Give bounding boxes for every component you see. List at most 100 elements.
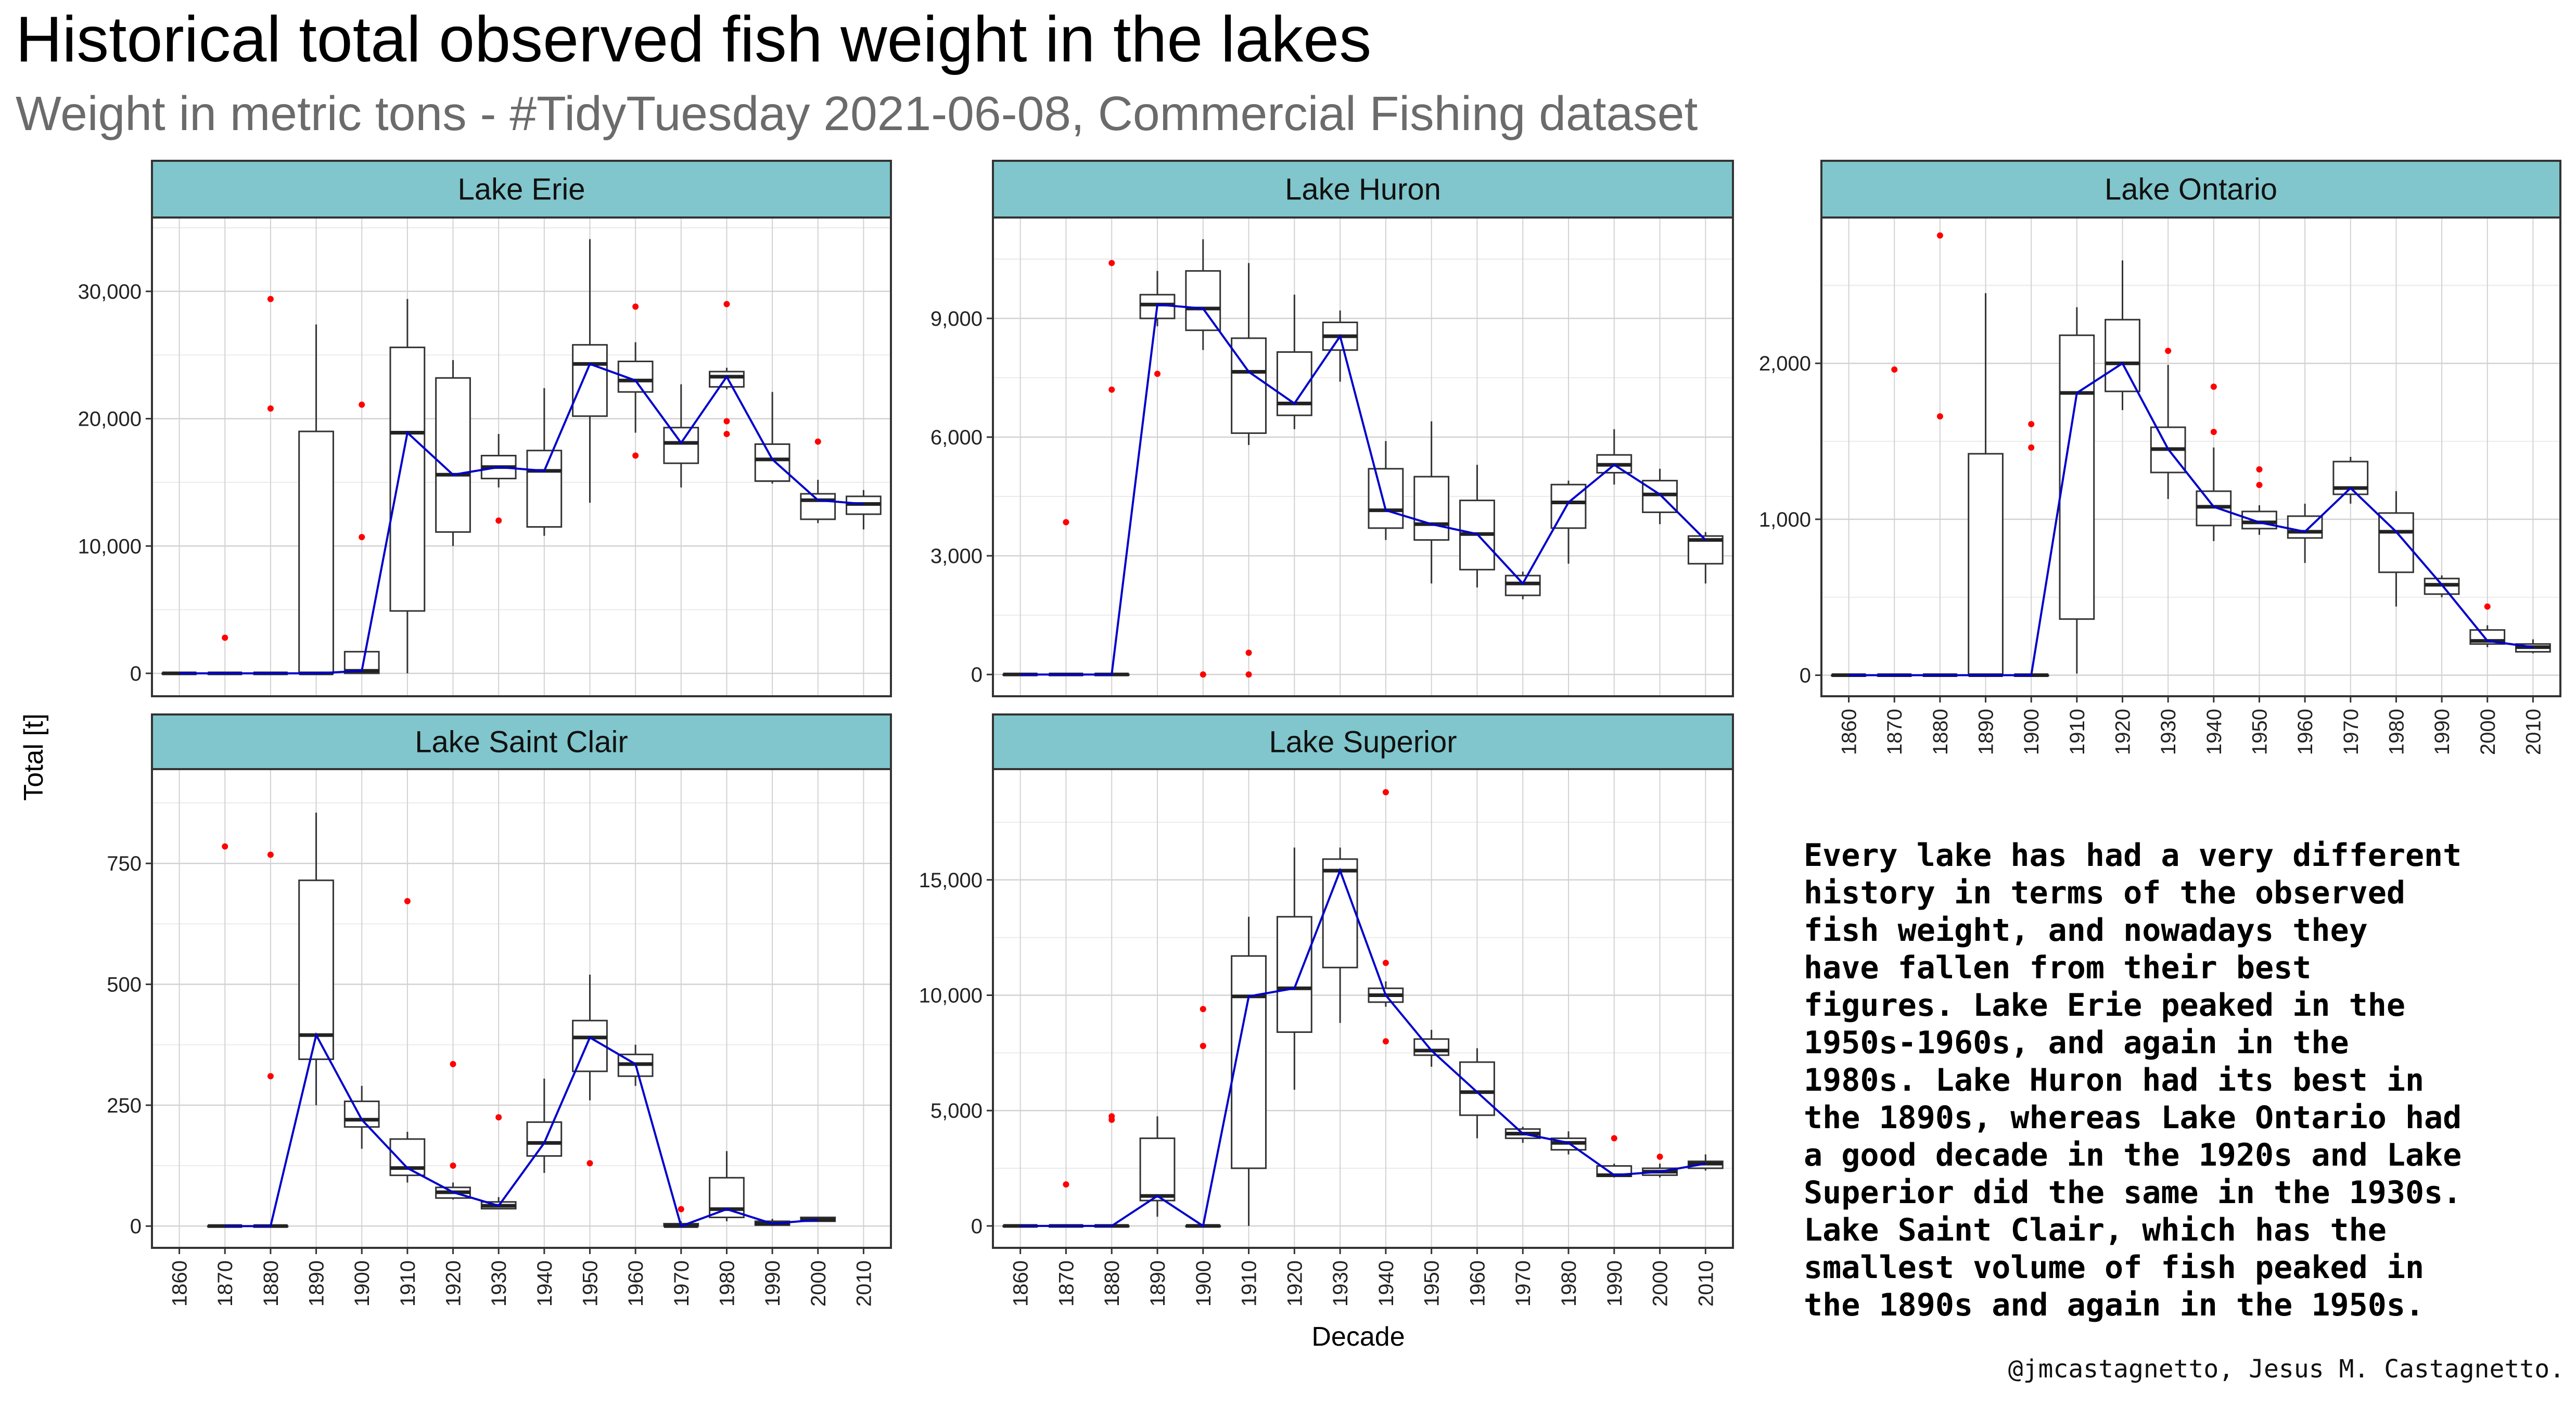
- y-tick-label: 10,000: [78, 535, 142, 558]
- y-tick-label: 20,000: [78, 408, 142, 431]
- y-tick-label: 5,000: [930, 1100, 983, 1122]
- box-2010: [1687, 1154, 1724, 1171]
- box-1910: [1231, 263, 1267, 678]
- outlier-point: [1200, 1006, 1206, 1013]
- box-iqr: [1276, 351, 1312, 416]
- box-1990: [754, 392, 790, 484]
- facet-strip: [151, 160, 892, 219]
- box-iqr: [800, 493, 836, 520]
- outlier-point: [267, 851, 274, 858]
- outlier-point: [222, 634, 228, 641]
- box-1920: [435, 360, 471, 546]
- outlier-point: [2028, 421, 2035, 428]
- panel-lake-erie: Lake Erie 0 10,000 20,000 30,000: [78, 160, 892, 697]
- box-1970: [1504, 571, 1541, 599]
- outlier-point: [1200, 1043, 1206, 1050]
- box-iqr: [435, 377, 471, 533]
- x-tick-label: 1960: [1466, 1260, 1489, 1307]
- box-iqr: [389, 347, 426, 612]
- outlier-point: [723, 418, 730, 425]
- outlier-point: [495, 1114, 502, 1121]
- outlier-point: [2256, 466, 2263, 472]
- panel-border: [151, 216, 892, 697]
- box-2010: [846, 490, 882, 530]
- y-tick-label: 3,000: [930, 545, 983, 568]
- y-tick-label: 9,000: [930, 308, 983, 330]
- x-tick-label: 1980: [716, 1260, 738, 1307]
- box-iqr: [1413, 1038, 1450, 1056]
- panel-border: [992, 216, 1734, 697]
- box-iqr: [298, 879, 334, 1061]
- x-tick-label: 1880: [1929, 709, 1952, 755]
- box-1920: [1276, 847, 1312, 1090]
- panel-border: [1820, 216, 2561, 697]
- outlier-point: [1063, 519, 1069, 526]
- x-tick-label: 1870: [1055, 1260, 1078, 1307]
- box-iqr: [2378, 512, 2414, 573]
- box-iqr: [526, 1121, 563, 1157]
- outlier-point: [632, 452, 639, 459]
- box-iqr: [343, 1100, 380, 1128]
- outlier-point: [1154, 371, 1161, 377]
- box-iqr: [663, 427, 699, 464]
- median-trend-line: [1848, 362, 2533, 676]
- box-1980: [2378, 491, 2414, 607]
- outlier-point: [495, 517, 502, 524]
- x-tick-label: 1960: [2294, 709, 2317, 755]
- box-iqr: [1185, 270, 1221, 331]
- box-1980: [709, 1151, 745, 1221]
- box-iqr: [1368, 468, 1404, 529]
- x-tick-label: 2000: [807, 1260, 830, 1307]
- panel-border: [151, 768, 892, 1249]
- x-tick-label: 1900: [1192, 1260, 1215, 1307]
- outlier-point: [267, 405, 274, 412]
- outlier-point: [1936, 413, 1943, 420]
- outlier-point: [1063, 1181, 1069, 1188]
- box-iqr: [1968, 453, 2004, 676]
- x-tick-label: 1870: [1883, 709, 1906, 755]
- box-1910: [389, 299, 426, 673]
- y-axis-title: Total [t]: [19, 713, 49, 801]
- x-tick-label: 1920: [442, 1260, 465, 1307]
- x-tick-label: 2010: [852, 1260, 875, 1307]
- box-iqr: [526, 450, 563, 528]
- facet-strip: [992, 160, 1734, 219]
- box-1950: [572, 239, 608, 503]
- x-tick-label: 1980: [1558, 1260, 1580, 1307]
- x-tick-label: 1950: [1421, 1260, 1444, 1307]
- y-tick-label: 0: [971, 1215, 983, 1238]
- box-1920: [1276, 295, 1312, 429]
- facet-panels: Lake Erie 0 10,000 20,000 30,000 Lake Huron 0 3…: [78, 160, 2561, 1307]
- x-tick-label: 1880: [1101, 1260, 1124, 1307]
- outlier-point: [450, 1061, 456, 1067]
- box-iqr: [1231, 337, 1267, 434]
- panel-border: [992, 768, 1734, 1249]
- x-tick-label: 1990: [1603, 1260, 1626, 1307]
- chart-title: Historical total observed fish weight in…: [16, 4, 1371, 75]
- outlier-point: [2484, 603, 2491, 610]
- x-tick-label: 1890: [1146, 1260, 1169, 1307]
- box-1920: [2105, 260, 2140, 411]
- panel-background: [152, 769, 891, 1248]
- y-tick-label: 0: [130, 662, 142, 685]
- x-tick-label: 1940: [1375, 1260, 1398, 1307]
- x-tick-label: 1860: [1838, 709, 1861, 755]
- x-tick-label: 1890: [1975, 709, 1998, 755]
- panel-lake-saint-clair: Lake Saint Clair 0 250 500 750 1860 1870 1880 18…: [107, 713, 892, 1307]
- median-trend-line: [1020, 303, 1706, 676]
- outlier-point: [1382, 1038, 1389, 1045]
- y-tick-label: 750: [107, 852, 142, 875]
- outlier-point: [222, 843, 228, 850]
- box-1940: [1368, 789, 1404, 1045]
- box-iqr: [709, 1177, 745, 1218]
- outlier-point: [359, 534, 365, 541]
- x-tick-label: 1900: [2020, 709, 2043, 755]
- panel-lake-superior: Lake Superior 0 5,000 10,000 15,000 1860 1870 1…: [919, 713, 1734, 1307]
- box-iqr: [1231, 955, 1267, 1169]
- outlier-point: [723, 301, 730, 308]
- facet-label: Lake Ontario: [2105, 173, 2277, 207]
- box-iqr: [572, 344, 608, 417]
- x-tick-label: 1930: [2157, 709, 2180, 755]
- box-1910: [2059, 307, 2095, 674]
